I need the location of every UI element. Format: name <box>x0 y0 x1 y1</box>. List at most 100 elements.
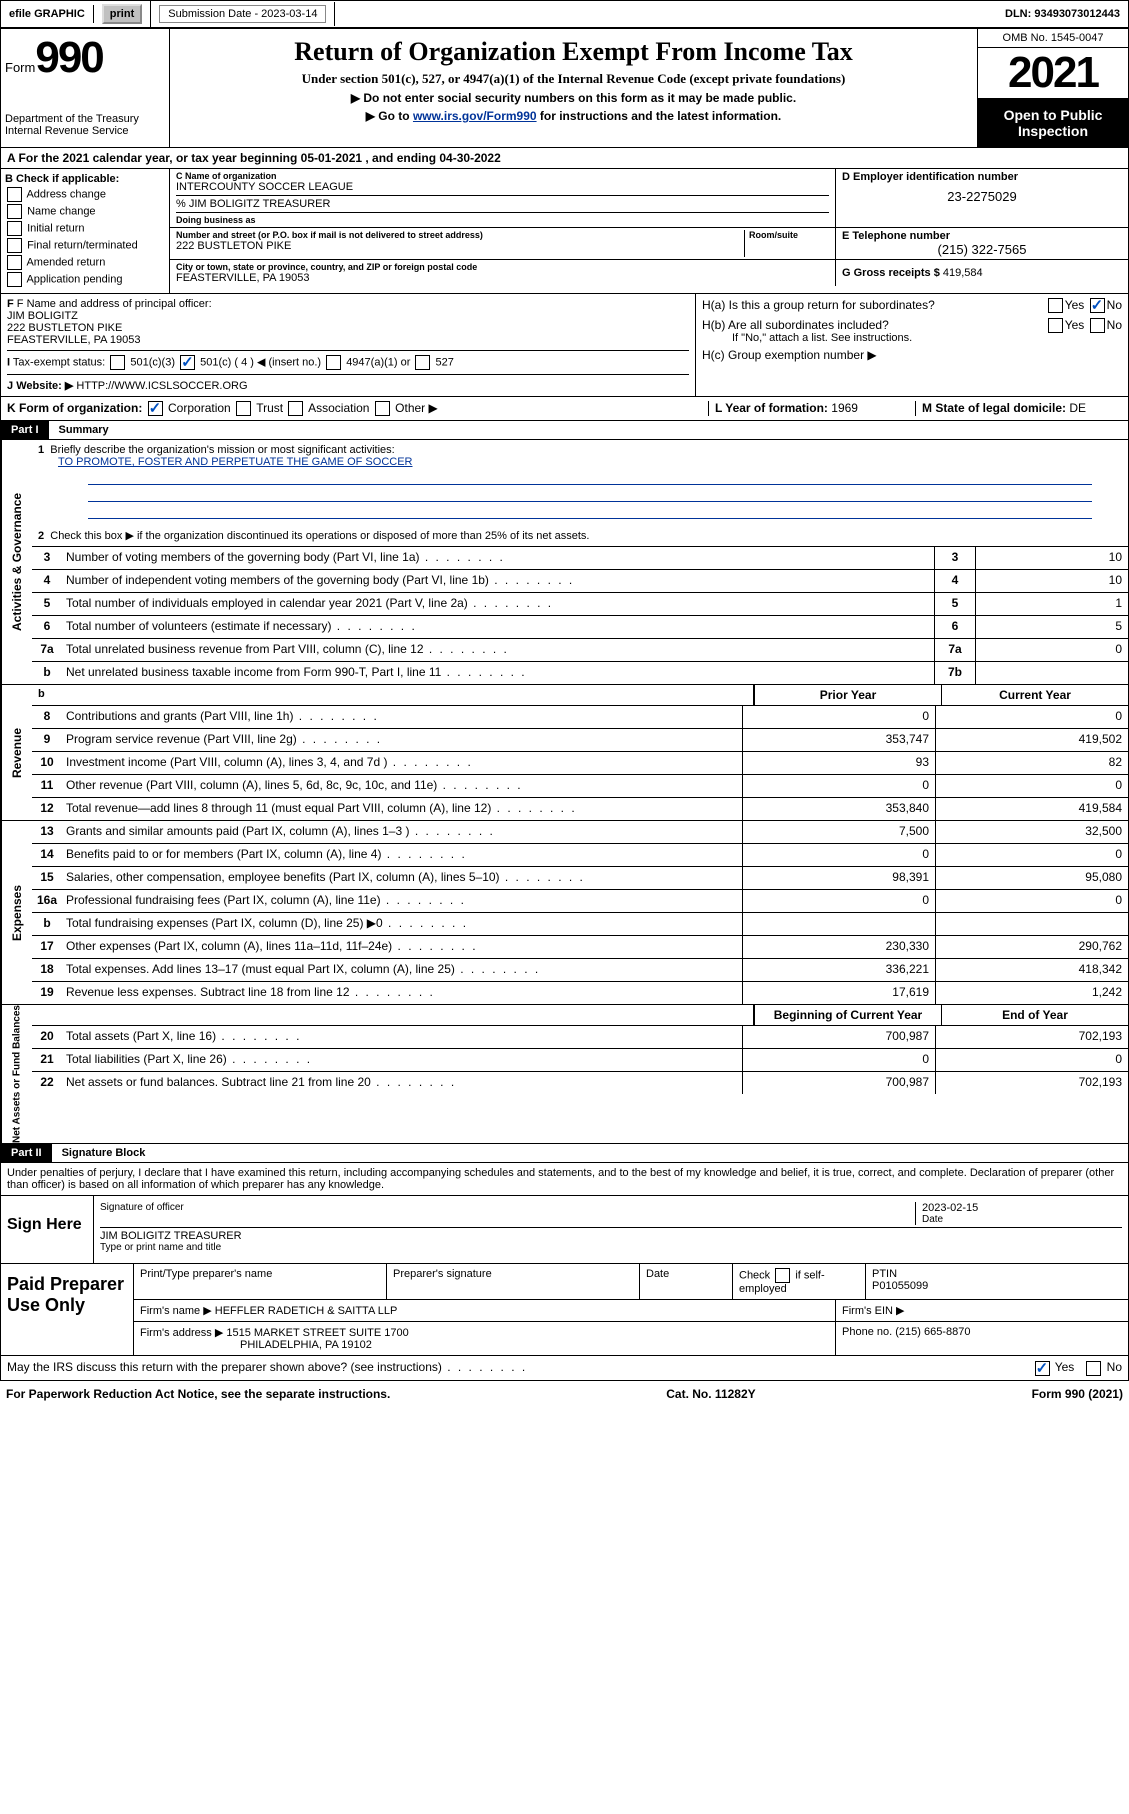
line-desc: Total assets (Part X, line 16) <box>62 1026 742 1048</box>
firm-addr1: 1515 MARKET STREET SUITE 1700 <box>226 1327 408 1339</box>
line-number: 7a <box>32 639 62 661</box>
chk-name-change[interactable]: Name change <box>5 204 165 219</box>
current-year-value: 419,584 <box>935 798 1128 820</box>
line-number: 16a <box>32 890 62 912</box>
city-value: FEASTERVILLE, PA 19053 <box>176 272 829 284</box>
ptin-value: P01055099 <box>872 1280 1122 1292</box>
paid-preparer-block: Paid Preparer Use Only Print/Type prepar… <box>0 1264 1129 1356</box>
hc-row: H(c) Group exemption number ▶ <box>702 348 1122 362</box>
section-fhij: F F Name and address of principal office… <box>0 294 1129 397</box>
section-klm: K Form of organization: Corporation Trus… <box>0 397 1129 421</box>
prior-year-value: 230,330 <box>742 936 935 958</box>
hb-row: H(b) Are all subordinates included? Yes … <box>702 318 1122 332</box>
org-name-label: C Name of organization <box>176 171 829 181</box>
prior-year-value: 7,500 <box>742 821 935 843</box>
city-label: City or town, state or province, country… <box>176 262 829 272</box>
form-ref: Form 990 (2021) <box>1032 1387 1123 1401</box>
table-row: 14Benefits paid to or for members (Part … <box>32 844 1128 867</box>
section-b-title: B Check if applicable: <box>5 173 119 185</box>
room-label: Room/suite <box>749 230 829 240</box>
firm-phone-label: Phone no. <box>842 1326 892 1338</box>
firm-addr-label: Firm's address ▶ <box>140 1327 223 1339</box>
header-left: Form990 Department of the Treasury Inter… <box>1 29 170 147</box>
hb-yes[interactable] <box>1048 318 1063 333</box>
prior-year-value: 353,840 <box>742 798 935 820</box>
prior-year-value: 700,987 <box>742 1072 935 1094</box>
ha-no[interactable] <box>1090 298 1105 313</box>
line-desc: Net unrelated business taxable income fr… <box>62 662 934 684</box>
chk-address-change[interactable]: Address change <box>5 187 165 202</box>
current-year-value: 0 <box>935 1049 1128 1071</box>
dept-treasury: Department of the Treasury <box>5 113 165 125</box>
end-year-header: End of Year <box>941 1005 1128 1025</box>
chk-other[interactable] <box>375 401 390 416</box>
line-box: 4 <box>934 570 975 592</box>
current-year-value: 0 <box>935 775 1128 797</box>
current-year-value: 0 <box>935 890 1128 912</box>
omb-number: OMB No. 1545-0047 <box>978 29 1128 48</box>
prior-year-value <box>742 913 935 935</box>
sig-date-label: Date <box>922 1214 1122 1225</box>
current-year-value: 0 <box>935 844 1128 866</box>
hb-no[interactable] <box>1090 318 1105 333</box>
line-desc: Benefits paid to or for members (Part IX… <box>62 844 742 866</box>
current-year-value: 82 <box>935 752 1128 774</box>
part1-header: Part I <box>1 421 49 439</box>
officer-name: JIM BOLIGITZ <box>7 310 689 322</box>
line-number: 21 <box>32 1049 62 1071</box>
line-desc: Professional fundraising fees (Part IX, … <box>62 890 742 912</box>
chk-501c[interactable] <box>180 355 195 370</box>
type-name-label: Type or print name and title <box>100 1242 242 1253</box>
line-number: 13 <box>32 821 62 843</box>
line-desc: Total unrelated business revenue from Pa… <box>62 639 934 661</box>
table-row: 3Number of voting members of the governi… <box>32 547 1128 570</box>
line-desc: Salaries, other compensation, employee b… <box>62 867 742 889</box>
discuss-yes[interactable] <box>1035 1361 1050 1376</box>
line-desc: Total number of volunteers (estimate if … <box>62 616 934 638</box>
chk-trust[interactable] <box>236 401 251 416</box>
firm-phone: (215) 665-8870 <box>895 1326 970 1338</box>
care-of: % JIM BOLIGITZ TREASURER <box>176 195 829 210</box>
chk-initial-return[interactable]: Initial return <box>5 221 165 236</box>
line-number: 10 <box>32 752 62 774</box>
line-number: 20 <box>32 1026 62 1048</box>
ha-row: H(a) Is this a group return for subordin… <box>702 298 1122 312</box>
mission-blank-3 <box>88 504 1092 519</box>
gross-receipts-label: G Gross receipts $ <box>842 267 940 279</box>
header-center: Return of Organization Exempt From Incom… <box>170 29 977 147</box>
table-row: 15Salaries, other compensation, employee… <box>32 867 1128 890</box>
chk-501c3[interactable] <box>110 355 125 370</box>
chk-final-return[interactable]: Final return/terminated <box>5 238 165 253</box>
firm-addr2: PHILADELPHIA, PA 19102 <box>140 1339 829 1351</box>
table-row: 17Other expenses (Part IX, column (A), l… <box>32 936 1128 959</box>
declaration-text: Under penalties of perjury, I declare th… <box>0 1163 1129 1196</box>
discuss-text: May the IRS discuss this return with the… <box>7 1360 1033 1375</box>
ha-yes[interactable] <box>1048 298 1063 313</box>
irs-link[interactable]: www.irs.gov/Form990 <box>413 109 537 123</box>
mission-blank-1 <box>88 470 1092 485</box>
revenue-section: Revenue b Prior Year Current Year 8Contr… <box>0 685 1129 821</box>
prior-year-value: 98,391 <box>742 867 935 889</box>
table-row: bNet unrelated business taxable income f… <box>32 662 1128 684</box>
chk-4947[interactable] <box>326 355 341 370</box>
chk-assoc[interactable] <box>288 401 303 416</box>
line-desc: Net assets or fund balances. Subtract li… <box>62 1072 742 1094</box>
chk-application-pending[interactable]: Application pending <box>5 272 165 287</box>
line-value: 0 <box>975 639 1128 661</box>
website-url: HTTP://WWW.ICSLSOCCER.ORG <box>76 380 247 392</box>
line-number: 4 <box>32 570 62 592</box>
discuss-no[interactable] <box>1086 1361 1101 1376</box>
chk-527[interactable] <box>415 355 430 370</box>
officer-addr2: FEASTERVILLE, PA 19053 <box>7 334 689 346</box>
chk-corp[interactable] <box>148 401 163 416</box>
chk-amended[interactable]: Amended return <box>5 255 165 270</box>
discuss-row: May the IRS discuss this return with the… <box>0 1356 1129 1380</box>
part1-bar: Part I Summary <box>0 421 1129 440</box>
form-prefix: Form <box>5 60 35 75</box>
entity-info-grid: B Check if applicable: Address change Na… <box>0 169 1129 294</box>
chk-self-employed[interactable] <box>775 1268 790 1283</box>
line-desc: Total revenue—add lines 8 through 11 (mu… <box>62 798 742 820</box>
print-button[interactable]: print <box>102 4 142 24</box>
line-number: 17 <box>32 936 62 958</box>
dba-label: Doing business as <box>176 212 829 225</box>
